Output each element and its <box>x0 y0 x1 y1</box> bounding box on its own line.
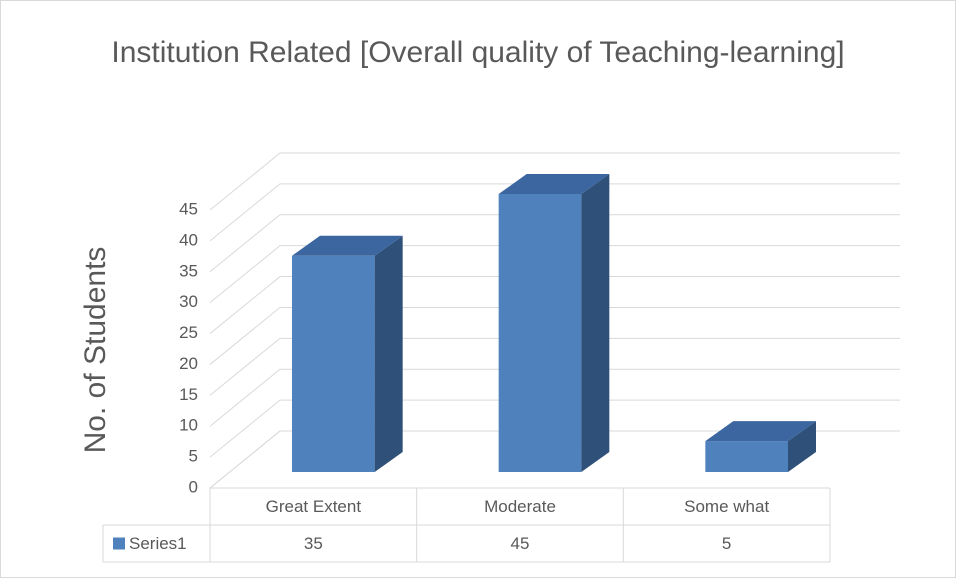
bar-front <box>498 194 582 472</box>
bar-top <box>292 235 403 256</box>
y-tick-label: 0 <box>189 477 198 496</box>
bar-top <box>498 174 610 194</box>
legend-key <box>113 537 125 550</box>
bar-front <box>705 441 788 472</box>
grid-line <box>209 276 900 334</box>
grid-line <box>209 214 900 273</box>
y-tick-label: 5 <box>189 447 198 466</box>
legend-label: Series1 <box>129 534 187 553</box>
grid-line <box>209 245 900 304</box>
grid-line <box>209 152 900 211</box>
y-tick-label: 25 <box>179 323 198 342</box>
grid-line <box>209 399 900 458</box>
x-tick-label: Great Extent <box>266 497 362 516</box>
y-tick-label: 40 <box>179 230 198 249</box>
grid-line <box>209 183 900 242</box>
y-tick-label: 30 <box>179 292 198 311</box>
bar-side <box>788 421 816 472</box>
x-tick-label: Some what <box>684 497 769 516</box>
grid-line <box>209 368 900 427</box>
y-tick-label: 45 <box>179 199 198 218</box>
bar-side <box>581 174 610 472</box>
table-value: 45 <box>511 534 530 553</box>
grid-line <box>209 430 900 489</box>
y-axis-title: No. of Students <box>79 247 112 454</box>
bar-top <box>705 421 816 442</box>
y-tick-label: 20 <box>179 354 198 373</box>
bar-side <box>374 235 403 472</box>
grid-line <box>209 306 900 365</box>
table-value: 35 <box>304 534 323 553</box>
chart-title: Institution Related [Overall quality of … <box>111 36 845 69</box>
bar-front <box>292 255 375 472</box>
y-tick-label: 15 <box>179 385 198 404</box>
y-tick-label: 35 <box>179 261 198 280</box>
y-tick-label: 10 <box>179 416 198 435</box>
x-tick-label: Moderate <box>484 497 556 516</box>
table-value: 5 <box>722 534 731 553</box>
grid-line <box>209 337 900 396</box>
